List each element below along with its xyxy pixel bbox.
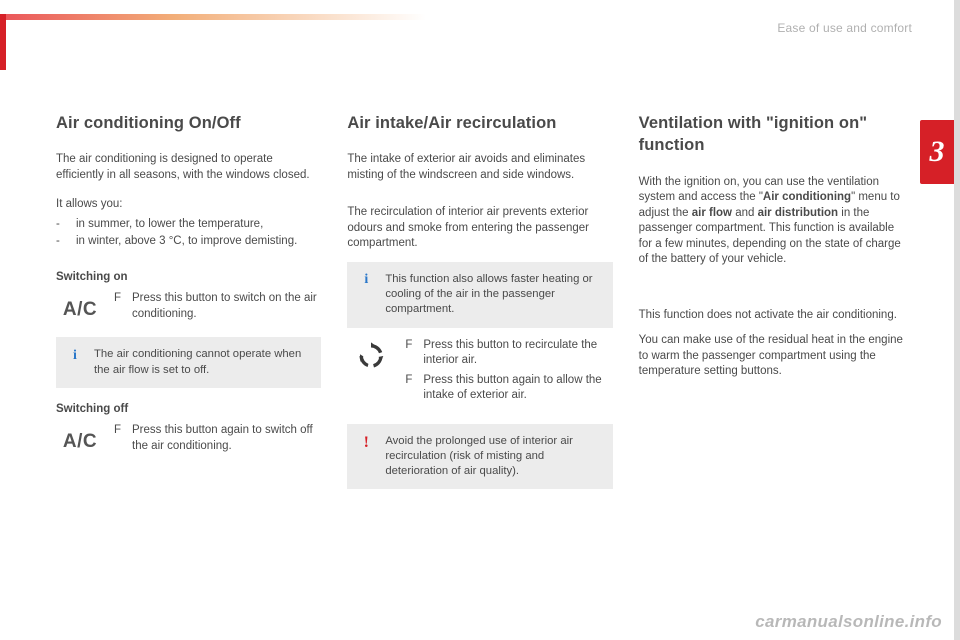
col1-intro: The air conditioning is designed to oper…: [56, 152, 321, 183]
col3-title: Ventilation with "ignition on" function: [639, 112, 904, 157]
col2-p2: The recirculation of interior air preven…: [347, 205, 612, 252]
info-icon: i: [357, 272, 375, 290]
list-item: F Press this button to recirculate the in…: [405, 338, 612, 369]
list-item: -in winter, above 3 °C, to improve demis…: [56, 234, 321, 250]
switch-on-row: A/C F Press this button to switch on the …: [56, 291, 321, 327]
recirc-row: F Press this button to recirculate the in…: [347, 338, 612, 408]
col-ventilation: Ventilation with "ignition on" function …: [639, 112, 904, 610]
col3-p1-b3: air distribution: [758, 207, 839, 219]
list-item: F Press this button again to allow the in…: [405, 373, 612, 404]
accent-bar-left: [0, 14, 6, 70]
list-item-text: Press this button to switch on the air c…: [132, 291, 321, 322]
content-columns: Air conditioning On/Off The air conditio…: [56, 112, 904, 610]
list-item-text: Press this button to recirculate the int…: [423, 338, 612, 369]
warning-icon: !: [357, 434, 375, 452]
col3-p1-mid2: and: [732, 207, 758, 219]
switch-off-bullets: F Press this button again to switch off t…: [114, 423, 321, 458]
col2-p1: The intake of exterior air avoids and el…: [347, 152, 612, 183]
info-note-text: This function also allows faster heating…: [385, 273, 592, 316]
info-note: i The air conditioning cannot operate wh…: [56, 337, 321, 388]
col2-title: Air intake/Air recirculation: [347, 112, 612, 134]
ac-icon: A/C: [56, 423, 104, 459]
ac-icon: A/C: [56, 291, 104, 327]
switching-off-label: Switching off: [56, 402, 321, 418]
info-note-text: The air conditioning cannot operate when…: [94, 348, 301, 375]
chapter-tab: 3: [920, 120, 954, 184]
list-item-text: Press this button again to switch off th…: [132, 423, 321, 454]
col3-p2: This function does not activate the air …: [639, 308, 904, 324]
list-item: F Press this button again to switch off t…: [114, 423, 321, 454]
col-air-conditioning: Air conditioning On/Off The air conditio…: [56, 112, 321, 610]
switching-on-label: Switching on: [56, 270, 321, 286]
col3-p1: With the ignition on, you can use the ve…: [639, 175, 904, 268]
ac-icon-text: A/C: [63, 429, 97, 455]
col1-title: Air conditioning On/Off: [56, 112, 321, 134]
list-marker: F: [114, 291, 124, 322]
list-item-text: in summer, to lower the temperature,: [76, 217, 263, 233]
switch-off-row: A/C F Press this button again to switch o…: [56, 423, 321, 459]
list-marker: F: [405, 373, 415, 404]
warning-note: ! Avoid the prolonged use of interior ai…: [347, 424, 612, 490]
list-marker: F: [114, 423, 124, 454]
switch-on-bullets: F Press this button to switch on the air …: [114, 291, 321, 326]
grey-bar-right: [954, 0, 960, 640]
col1-allows-label: It allows you:: [56, 197, 321, 213]
list-item: -in summer, to lower the temperature,: [56, 217, 321, 233]
info-icon: i: [66, 347, 84, 365]
col3-p1-b2: air flow: [692, 207, 732, 219]
list-item-text: in winter, above 3 °C, to improve demist…: [76, 234, 297, 250]
recirculation-icon: [347, 338, 395, 374]
warning-note-text: Avoid the prolonged use of interior air …: [385, 435, 573, 478]
info-note: i This function also allows faster heati…: [347, 262, 612, 328]
col3-p3: You can make use of the residual heat in…: [639, 333, 904, 380]
col-air-intake: Air intake/Air recirculation The intake …: [347, 112, 612, 610]
watermark: carmanualsonline.info: [755, 611, 942, 634]
ac-icon-text: A/C: [63, 297, 97, 323]
section-label: Ease of use and comfort: [777, 20, 912, 36]
col3-p1-b1: Air conditioning: [763, 191, 851, 203]
accent-bar-top: [6, 14, 426, 20]
list-marker: F: [405, 338, 415, 369]
manual-page: 3 Ease of use and comfort Air conditioni…: [0, 0, 960, 640]
list-item-text: Press this button again to allow the int…: [423, 373, 612, 404]
col1-allows-list: -in summer, to lower the temperature, -i…: [56, 217, 321, 250]
list-item: F Press this button to switch on the air …: [114, 291, 321, 322]
recirc-bullets: F Press this button to recirculate the in…: [405, 338, 612, 408]
